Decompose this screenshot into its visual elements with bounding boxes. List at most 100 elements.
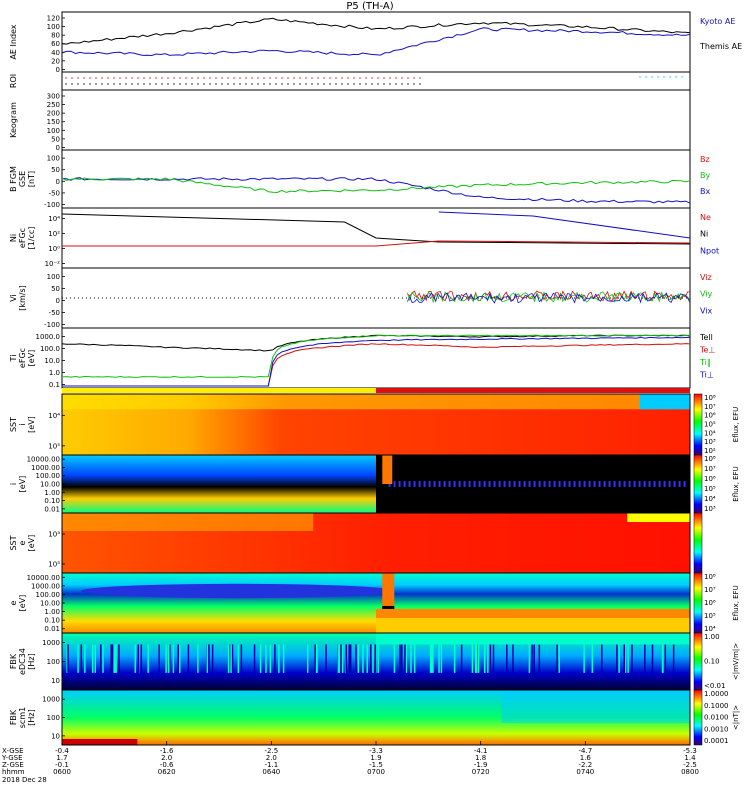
esa-ion-stripe	[543, 481, 546, 487]
ytick-label: 100	[47, 155, 60, 163]
ytick-label: 10000.00	[27, 456, 60, 464]
colorbar-label: 10²	[704, 447, 716, 455]
xtick-label: -1.9	[474, 761, 488, 769]
series-vblue	[407, 292, 691, 304]
roi-dot	[251, 83, 253, 85]
ytick-label: 100	[47, 714, 60, 722]
fbk-e-streak	[430, 644, 433, 673]
roi-dot	[161, 77, 163, 79]
roi-dot	[227, 77, 229, 79]
fbk-e-streak	[282, 644, 285, 673]
esa-ion-stripe	[663, 481, 666, 487]
fbk-e-streak	[230, 644, 232, 673]
fbk-e-streak	[556, 644, 558, 673]
roi-dot	[173, 77, 175, 79]
ylabel-esa_e: [eV]	[18, 595, 27, 612]
roi-dot	[179, 77, 181, 79]
roi-dot	[113, 83, 115, 85]
fbk-e-streak	[404, 644, 406, 673]
ytick-label: -100	[44, 321, 60, 329]
fbk-e-streak	[306, 644, 309, 673]
roi-dot	[645, 76, 647, 78]
roi-dot	[233, 77, 235, 79]
colorbar	[693, 454, 703, 514]
roi-dot	[125, 77, 127, 79]
fbk-e-streak	[533, 644, 535, 673]
fbk-e-streak	[362, 644, 364, 673]
fbk-e-streak	[355, 644, 357, 673]
colorbar-title: Eflux, EFU	[732, 585, 740, 620]
fbk-e-streak	[316, 644, 318, 673]
fbk-e-streak	[475, 644, 478, 673]
roi-dot	[167, 77, 169, 79]
roi-dot	[365, 77, 367, 79]
esa-ion-stripe	[613, 481, 616, 487]
roi-dot	[299, 83, 301, 85]
fbk-e-streak	[410, 644, 412, 673]
legend-ti: Ti‖	[699, 358, 711, 367]
colorbar-label: 10⁵	[704, 612, 716, 620]
roi-dot	[371, 77, 373, 79]
roi-dot	[149, 83, 151, 85]
ytick-label: 0.01	[44, 625, 60, 633]
esa-ion-stripe	[493, 481, 496, 487]
fbk-e-streak	[616, 644, 618, 673]
fbk-e-streak	[341, 644, 344, 673]
roi-dot	[657, 76, 659, 78]
colorbar-label: 10⁴	[704, 495, 716, 503]
colorbar-label: 1.00	[704, 633, 720, 641]
fbk-e-streak	[583, 644, 585, 673]
ytick-label: 1000.00	[31, 464, 60, 472]
esa-ion-stripe	[453, 481, 456, 487]
ylabel-sst_i: i	[18, 423, 27, 425]
esa-ion-stripe	[583, 481, 586, 487]
fbk-e-streak	[651, 644, 654, 673]
xtick-label: -1.6	[160, 747, 174, 755]
series-line	[61, 177, 691, 194]
ytick-label: 60	[51, 40, 60, 48]
roi-dot	[317, 83, 319, 85]
esa-ion-stripe	[403, 481, 406, 487]
fbk-e-streak	[208, 644, 210, 673]
roi-dot	[383, 77, 385, 79]
esa-ion-stripe	[523, 481, 526, 487]
roi-dot	[269, 77, 271, 79]
fbk-e-streak	[672, 644, 675, 673]
fbk-e-streak	[165, 644, 167, 673]
roi-dot	[651, 76, 653, 78]
roi-dot	[681, 76, 683, 78]
colorbar-label: 0.0001	[704, 737, 729, 745]
ytick-label: 10.00	[40, 481, 60, 489]
fbk-e-streak	[66, 644, 68, 673]
roi-dot	[77, 83, 79, 85]
ylabel-sst_e: [eV]	[27, 535, 36, 552]
sst-electron-late	[627, 513, 690, 522]
xtick-label: -4.1	[474, 747, 488, 755]
ytick-label: 1.00	[44, 608, 60, 616]
fbk-e-streak	[558, 644, 560, 673]
roi-dot	[263, 77, 265, 79]
esa-ion-stripe	[533, 481, 536, 487]
xtick-label: 0800	[681, 768, 699, 776]
ylabel-esa_e: e	[9, 600, 18, 605]
roi-dot	[323, 77, 325, 79]
esa-ion-stripe	[653, 481, 656, 487]
fbk-e-streak	[413, 644, 416, 673]
roi-dot	[639, 76, 641, 78]
ylabel-vi: [km/s]	[18, 285, 27, 311]
roi-dot	[95, 77, 97, 79]
roi-dot	[107, 83, 109, 85]
esa-ion-stripe	[618, 481, 621, 487]
panel-esa_e: e [eV] 10000.001000.00100.0010.001.000.100…	[9, 572, 740, 634]
esa-ion-stripe	[473, 481, 476, 487]
fbk-e-streak	[618, 644, 620, 673]
xtick-label: 0740	[576, 768, 594, 776]
ytick-label: 120	[47, 15, 60, 23]
ylabel-ti: Ti	[9, 355, 18, 363]
colorbar-title: <|nT|>	[732, 705, 740, 730]
esa-ion-stripe	[478, 481, 481, 487]
roi-dot	[377, 77, 379, 79]
colorbar-label: 10⁷	[704, 586, 716, 594]
roi-dot	[311, 83, 313, 85]
